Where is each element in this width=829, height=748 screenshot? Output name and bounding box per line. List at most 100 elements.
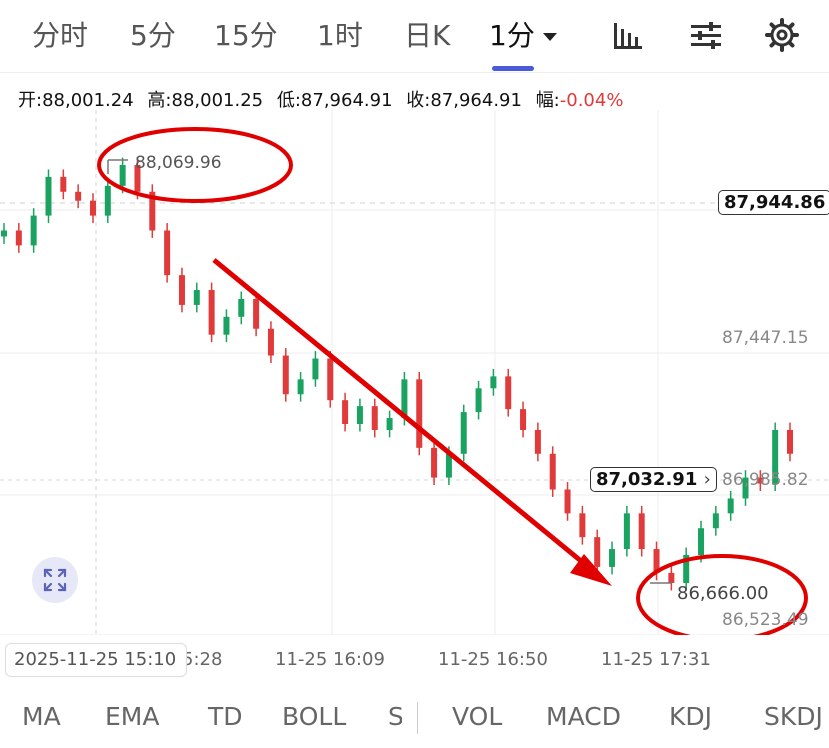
candle-body bbox=[431, 447, 438, 478]
indicator-tabs: MA EMA TD BOLL S VOL MACD KDJ SKDJ bbox=[0, 690, 829, 748]
candle-body bbox=[208, 290, 215, 335]
chevron-down-icon bbox=[542, 33, 557, 41]
axis-price-upper: 87,447.15 bbox=[722, 328, 809, 348]
bar-chart-icon[interactable] bbox=[611, 18, 645, 52]
high-label: 高: bbox=[147, 90, 172, 111]
candle-body bbox=[75, 191, 82, 201]
header-divider bbox=[0, 72, 829, 73]
candle-body bbox=[683, 555, 690, 583]
candle-body bbox=[282, 355, 289, 395]
change-value: -0.04% bbox=[559, 90, 624, 111]
min-price-annotation: 86,666.00 bbox=[677, 583, 769, 604]
candle-body bbox=[564, 489, 571, 514]
candle-body bbox=[742, 477, 749, 499]
candle-body bbox=[609, 549, 616, 567]
current-price-tag: 87,944.86 bbox=[718, 190, 829, 215]
low-label: 低: bbox=[276, 90, 301, 111]
candle-body bbox=[727, 498, 734, 514]
downtrend-arrow-shaft bbox=[212, 258, 594, 572]
close-value: 87,964.91 bbox=[430, 90, 522, 111]
crosshair-time-tag: 2025-11-25 15:10 bbox=[5, 643, 187, 677]
candle-body bbox=[267, 328, 274, 356]
ohlc-summary: 开:88,001.24 高:88,001.25 低:87,964.91 收:87… bbox=[18, 86, 623, 112]
candle-body bbox=[89, 200, 96, 216]
active-tab-indicator bbox=[492, 66, 534, 71]
candles-group bbox=[1, 157, 793, 591]
candle-body bbox=[238, 298, 245, 317]
sliders-icon[interactable] bbox=[689, 18, 723, 52]
candle-body bbox=[253, 298, 260, 329]
indicator-ma[interactable]: MA bbox=[22, 702, 61, 731]
open-value: 88,001.24 bbox=[42, 90, 134, 111]
max-price-annotation: 88,069.96 bbox=[135, 153, 222, 173]
candle-body bbox=[134, 165, 141, 192]
candle-body bbox=[757, 477, 764, 484]
expand-chart-button[interactable] bbox=[32, 557, 78, 603]
candle-body bbox=[520, 409, 527, 430]
axis-price-middle: 86,985.82 bbox=[722, 470, 809, 490]
indicator-kdj[interactable]: KDJ bbox=[669, 702, 713, 731]
downtrend-arrow-head bbox=[570, 554, 612, 586]
candle-body bbox=[104, 185, 111, 216]
time-tick-3: 11-25 16:09 bbox=[275, 649, 385, 670]
candle-body bbox=[460, 412, 467, 454]
tab-1min[interactable]: 1分 bbox=[489, 14, 557, 54]
axis-price-lower: 86,523.49 bbox=[722, 610, 809, 630]
candle-body bbox=[178, 275, 185, 305]
candle-body bbox=[401, 379, 408, 419]
indicator-skdj[interactable]: SKDJ bbox=[764, 702, 823, 731]
candle-body bbox=[653, 549, 660, 573]
candle-body bbox=[1, 230, 7, 237]
indicator-ema[interactable]: EMA bbox=[105, 702, 160, 731]
candle-body bbox=[772, 429, 779, 484]
time-tick-2: 5:28 bbox=[182, 649, 223, 670]
candle-body bbox=[149, 191, 156, 231]
indicator-macd[interactable]: MACD bbox=[546, 702, 621, 731]
candle-body bbox=[371, 406, 378, 430]
candle-body bbox=[505, 376, 512, 410]
candle-body bbox=[193, 290, 200, 305]
gear-icon[interactable] bbox=[765, 18, 799, 52]
cursor-price-value: 87,032.91 bbox=[596, 469, 698, 490]
candle-body bbox=[534, 429, 541, 454]
candle-body bbox=[30, 215, 37, 246]
time-tick-5: 11-25 17:31 bbox=[601, 649, 711, 670]
candle-body bbox=[475, 388, 482, 413]
tab-fenshi[interactable]: 分时 bbox=[32, 19, 89, 52]
change-label: 幅: bbox=[535, 90, 560, 111]
tab-daily-k[interactable]: 日K bbox=[404, 19, 451, 52]
chevron-right-icon: › bbox=[703, 469, 711, 490]
candle-body bbox=[623, 513, 630, 550]
indicator-vol[interactable]: VOL bbox=[452, 702, 503, 731]
max-highlight-circle bbox=[97, 127, 293, 203]
tab-15min[interactable]: 15分 bbox=[214, 19, 278, 52]
time-tick-1: 2025-11-25 15:10 bbox=[14, 649, 177, 670]
chart-canvas bbox=[0, 110, 829, 642]
candle-body bbox=[15, 230, 22, 246]
candle-body bbox=[490, 376, 497, 389]
indicator-s-truncated[interactable]: S bbox=[388, 702, 402, 731]
candle-body bbox=[668, 572, 675, 583]
candle-body bbox=[386, 418, 393, 430]
candlestick-chart[interactable]: 88,069.96 86,666.00 87,944.86 87,447.15 … bbox=[0, 110, 829, 642]
indicator-separator bbox=[417, 702, 418, 734]
candle-body bbox=[638, 513, 645, 550]
candle-body bbox=[698, 528, 705, 556]
candle-body bbox=[549, 453, 556, 490]
timeframe-tabs: 分时 5分 15分 1时 日K 1分 bbox=[0, 0, 829, 72]
candle-body bbox=[312, 358, 319, 380]
tab-5min[interactable]: 5分 bbox=[130, 19, 176, 52]
indicator-boll[interactable]: BOLL bbox=[282, 702, 347, 731]
time-axis: 5:28 11-25 16:09 11-25 16:50 11-25 17:31 bbox=[0, 636, 829, 682]
low-value: 87,964.91 bbox=[300, 90, 393, 111]
candle-body bbox=[327, 358, 334, 401]
expand-icon bbox=[43, 568, 67, 592]
tab-1hour[interactable]: 1时 bbox=[317, 19, 363, 52]
candle-body bbox=[356, 406, 363, 425]
candle-body bbox=[60, 176, 67, 192]
cursor-price-tag[interactable]: 87,032.91 › bbox=[590, 467, 717, 492]
indicator-td[interactable]: TD bbox=[208, 702, 243, 731]
tab-1min-label: 1分 bbox=[489, 19, 535, 52]
candle-body bbox=[164, 230, 171, 276]
candle-body bbox=[712, 513, 719, 529]
